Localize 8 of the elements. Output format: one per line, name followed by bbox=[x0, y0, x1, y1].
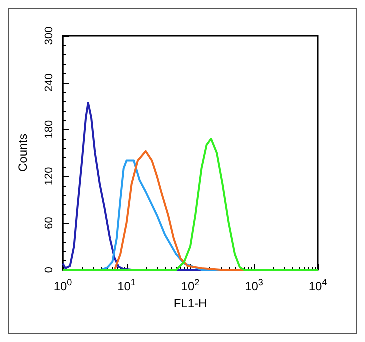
y-tick-label: 60 bbox=[44, 217, 56, 230]
y-tick-label: 240 bbox=[44, 74, 56, 92]
y-tick-label: 120 bbox=[44, 167, 56, 186]
y-axis-title: Counts bbox=[16, 134, 30, 172]
x-axis-title: FL1-H bbox=[174, 296, 208, 310]
y-tick-label: 0 bbox=[44, 266, 56, 274]
y-tick-label: 180 bbox=[44, 120, 56, 139]
y-tick-label: 300 bbox=[44, 26, 56, 46]
